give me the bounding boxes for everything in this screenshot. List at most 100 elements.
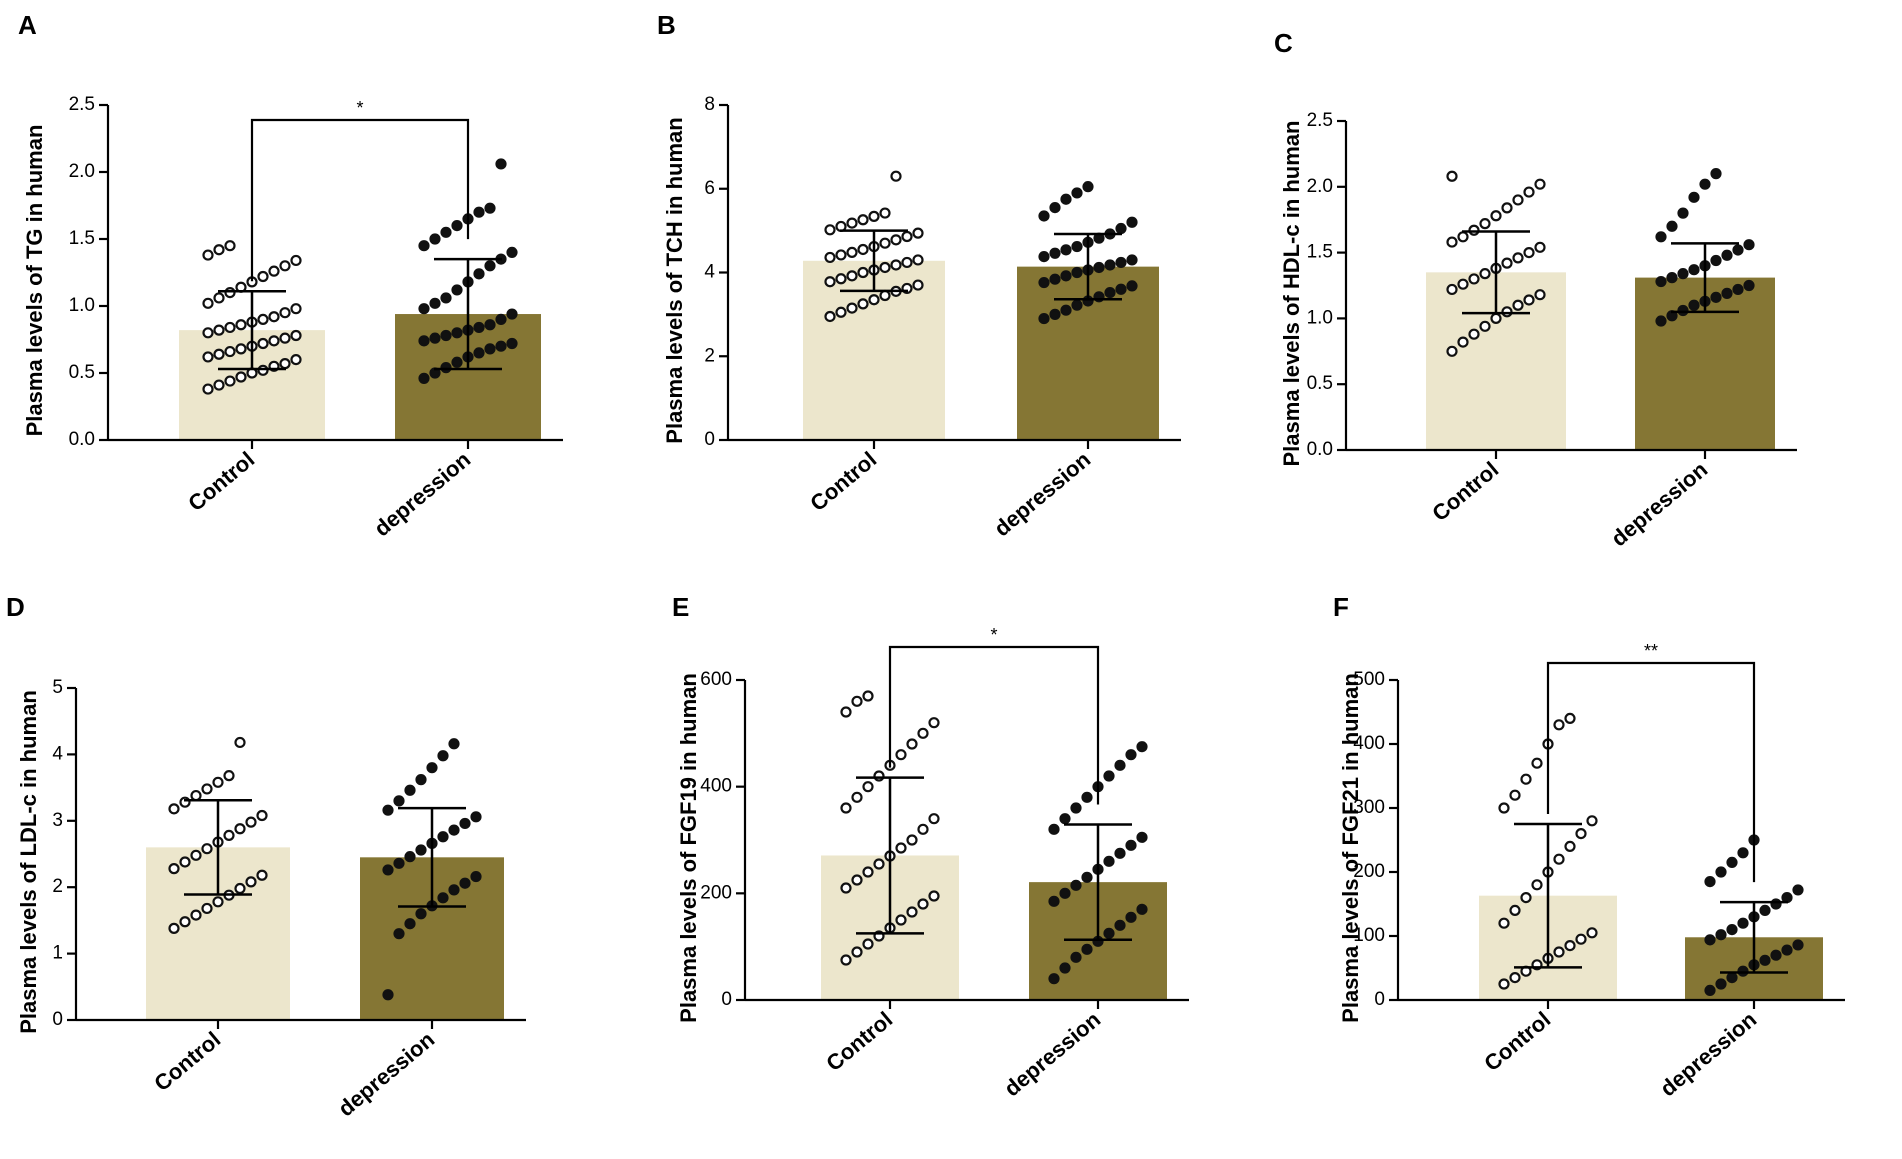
data-point xyxy=(470,870,482,883)
x-tick-label: Control xyxy=(149,1027,225,1096)
data-point xyxy=(234,823,246,835)
data-point xyxy=(1704,934,1716,946)
data-point xyxy=(440,329,452,342)
data-point xyxy=(393,857,405,869)
data-point xyxy=(506,246,518,258)
data-point xyxy=(268,265,280,277)
data-point xyxy=(1104,287,1116,299)
data-point xyxy=(1523,247,1535,259)
y-tick-label: 5 xyxy=(52,677,63,698)
y-tick-label: 200 xyxy=(700,882,732,903)
y-tick-label: 1.0 xyxy=(1307,307,1333,328)
data-point xyxy=(224,321,236,334)
data-point xyxy=(1038,312,1050,325)
panel-letter: B xyxy=(657,10,676,40)
data-point xyxy=(290,329,302,342)
data-point xyxy=(1479,218,1491,230)
data-point xyxy=(1115,256,1127,269)
data-point xyxy=(1048,973,1060,985)
y-tick-label: 0 xyxy=(52,1009,63,1030)
data-point xyxy=(851,695,863,707)
data-point xyxy=(1059,813,1071,825)
y-axis-label: Plasma levels of TG in human xyxy=(22,125,47,437)
data-point xyxy=(1125,749,1137,761)
data-point xyxy=(1531,757,1543,769)
data-point xyxy=(840,882,852,894)
data-point xyxy=(879,261,891,274)
data-point xyxy=(1071,240,1083,253)
y-tick-label: 3 xyxy=(52,810,63,831)
significance-bracket xyxy=(1546,661,1756,883)
data-point xyxy=(1446,236,1458,248)
data-point xyxy=(1688,264,1700,276)
data-point xyxy=(473,347,485,359)
data-point xyxy=(1446,283,1458,296)
data-point xyxy=(202,249,214,261)
data-point xyxy=(1523,186,1535,198)
data-point xyxy=(1737,847,1749,859)
data-point xyxy=(890,234,902,246)
data-point xyxy=(1715,866,1727,878)
data-point xyxy=(868,294,880,306)
y-tick-label: 1.5 xyxy=(1307,242,1333,263)
data-point xyxy=(890,170,902,182)
data-point xyxy=(873,770,885,782)
data-point xyxy=(873,858,885,870)
data-point xyxy=(857,298,869,310)
data-point xyxy=(235,343,247,355)
data-point xyxy=(840,706,852,718)
data-point xyxy=(393,928,405,940)
data-point xyxy=(495,340,507,352)
data-point xyxy=(1512,194,1524,206)
data-point xyxy=(857,214,869,226)
data-point xyxy=(459,817,471,830)
x-tick-label: Control xyxy=(805,447,881,516)
data-point xyxy=(1721,287,1733,299)
y-axis-label: Plasma levels of LDL-c in human xyxy=(16,690,41,1034)
data-point xyxy=(257,313,269,325)
data-point xyxy=(1103,927,1115,939)
data-point xyxy=(1759,954,1771,966)
x-tick-label: Control xyxy=(183,447,259,516)
y-tick-label: 0 xyxy=(721,989,732,1010)
y-axis-label: Plasma levels of HDL-c in human xyxy=(1279,121,1304,467)
data-point xyxy=(429,297,441,309)
data-point xyxy=(393,795,405,807)
data-point xyxy=(1059,962,1071,974)
data-point xyxy=(1060,304,1072,316)
data-point xyxy=(1457,231,1469,243)
data-point xyxy=(1792,884,1804,896)
data-point xyxy=(1715,929,1727,941)
data-point xyxy=(1126,216,1138,228)
data-point xyxy=(1781,891,1793,904)
data-point xyxy=(1520,773,1532,785)
data-point xyxy=(1070,879,1082,891)
data-point xyxy=(1655,275,1667,288)
data-point xyxy=(862,866,874,878)
data-point xyxy=(1737,917,1749,929)
data-point xyxy=(906,834,918,846)
data-point xyxy=(506,337,518,350)
data-point xyxy=(440,292,452,304)
data-point xyxy=(418,240,430,252)
data-point xyxy=(1468,273,1480,285)
data-point xyxy=(1070,802,1082,814)
data-point xyxy=(912,254,924,266)
data-point xyxy=(917,727,929,739)
data-point xyxy=(213,244,225,256)
data-point xyxy=(1479,320,1491,332)
data-point xyxy=(901,256,913,269)
data-point xyxy=(1446,170,1458,182)
data-point xyxy=(824,224,836,236)
data-point xyxy=(429,332,441,344)
data-point xyxy=(1125,839,1137,851)
data-point xyxy=(440,226,452,238)
data-point xyxy=(1490,312,1502,324)
data-point xyxy=(190,849,202,861)
data-point xyxy=(895,842,907,854)
data-point xyxy=(1523,294,1535,306)
data-point xyxy=(1666,272,1678,284)
panel-e: E Plasma levels of FGF19 in human 0 200 400 6… xyxy=(672,592,1189,1101)
data-point xyxy=(451,284,463,296)
data-point xyxy=(415,774,427,786)
